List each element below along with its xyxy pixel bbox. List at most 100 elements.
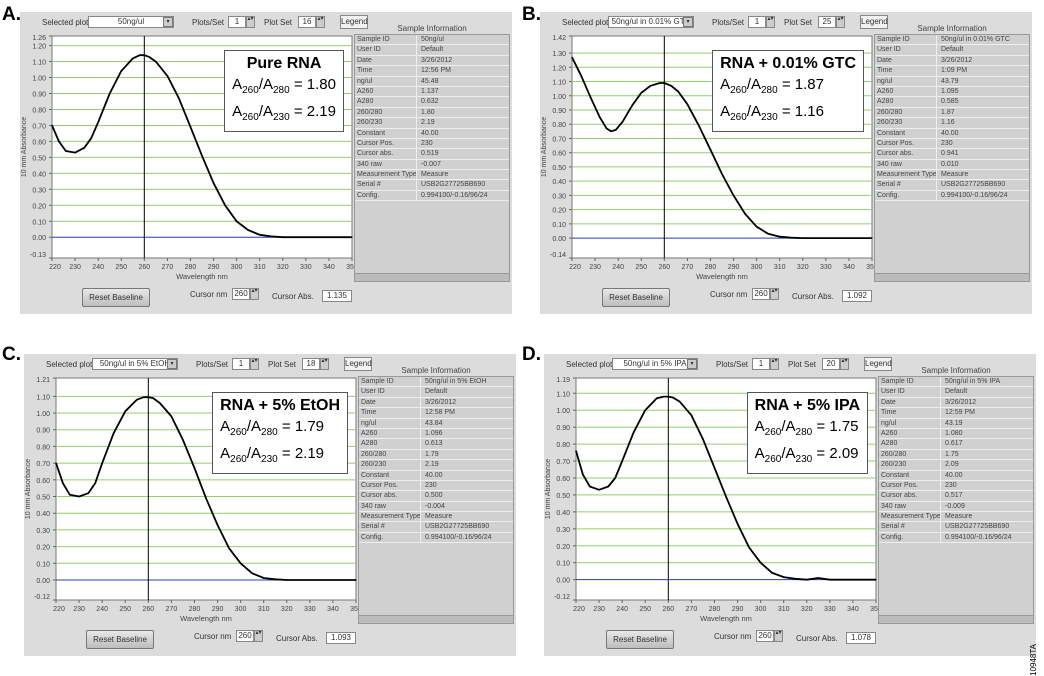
- plot-set-input[interactable]: 16: [298, 16, 316, 28]
- data-point: [55, 462, 57, 464]
- table-field-value: -0.009: [945, 502, 965, 510]
- plot-set-stepper[interactable]: ▴▾: [840, 358, 849, 370]
- y-tick-label: 0.60: [556, 476, 570, 483]
- cursor-nm-input[interactable]: 260: [236, 630, 254, 642]
- ratio-letter: A: [220, 418, 231, 435]
- cursor-nm-stepper[interactable]: ▴▾: [250, 288, 259, 300]
- legend-button[interactable]: Legend: [864, 357, 892, 371]
- y-tick-label: 0.50: [32, 155, 46, 162]
- cursor-abs-value: 1.093: [326, 632, 356, 644]
- plots-per-set-input[interactable]: 1: [748, 16, 766, 28]
- cursor-nm-input[interactable]: 260: [752, 288, 770, 300]
- plot-set-stepper[interactable]: ▴▾: [836, 16, 845, 28]
- table-field-value: 0.994100/-0.16/96/24: [421, 191, 488, 199]
- reset-baseline-button[interactable]: Reset Baseline: [82, 288, 150, 307]
- plots-per-set-input[interactable]: 1: [752, 358, 770, 370]
- cursor-nm-input[interactable]: 260: [232, 288, 250, 300]
- data-point: [97, 121, 99, 123]
- legend-button[interactable]: Legend: [860, 15, 888, 29]
- spectrum-chart[interactable]: 1.21 1.10 1.00 0.90 0.80 0.70 0.60 0.50 0.40 0.30…: [25, 377, 362, 623]
- plot-set-input[interactable]: 25: [818, 16, 836, 28]
- spectrum-panel: Selected plot 50ng/ul ▾ Plots/Set 1 ▴▾ Plot Se…: [20, 12, 512, 314]
- horizontal-scrollbar[interactable]: [355, 273, 509, 281]
- ratio-numerator: 260: [764, 454, 782, 465]
- data-point: [656, 397, 658, 399]
- x-tick-label: 260: [138, 264, 150, 271]
- plots-per-set-stepper[interactable]: ▴▾: [246, 16, 255, 28]
- horizontal-scrollbar[interactable]: [879, 615, 1033, 623]
- plot-set-label: Plot Set: [268, 360, 297, 369]
- chevron-down-icon[interactable]: ▾: [163, 17, 173, 27]
- y-tick-label: 0.20: [552, 208, 566, 215]
- plot-set-input[interactable]: 20: [822, 358, 840, 370]
- selected-plot-dropdown[interactable]: 50ng/ul in 5% IPA: [612, 358, 698, 370]
- reset-baseline-button[interactable]: Reset Baseline: [602, 288, 670, 307]
- table-field-name: User ID: [355, 45, 417, 55]
- reset-baseline-button[interactable]: Reset Baseline: [86, 630, 154, 649]
- chevron-down-icon[interactable]: ▾: [167, 359, 177, 369]
- horizontal-scrollbar[interactable]: [359, 615, 513, 623]
- cursor-nm-label: Cursor nm: [714, 632, 752, 641]
- y-tick-label: -0.12: [554, 594, 570, 601]
- table-field-name: User ID: [875, 45, 937, 55]
- x-tick-label: 330: [820, 264, 832, 271]
- ratio-numerator: 260: [230, 427, 247, 438]
- data-point: [69, 494, 71, 496]
- x-tick-label: 250: [119, 606, 131, 613]
- table-row: Measurement Type Measure: [875, 170, 1029, 181]
- table-field-name: ng/ul: [875, 76, 937, 86]
- cursor-nm-stepper[interactable]: ▴▾: [774, 630, 783, 642]
- reset-baseline-button[interactable]: Reset Baseline: [606, 630, 674, 649]
- x-tick-label: 270: [166, 606, 178, 613]
- plots-per-set-stepper[interactable]: ▴▾: [250, 358, 259, 370]
- table-field-name: Cursor Pos.: [875, 138, 937, 149]
- plots-per-set-stepper[interactable]: ▴▾: [770, 358, 779, 370]
- plot-set-input[interactable]: 18: [302, 358, 320, 370]
- legend-button[interactable]: Legend: [344, 357, 372, 371]
- plots-per-set-input[interactable]: 1: [232, 358, 250, 370]
- plots-per-set-stepper[interactable]: ▴▾: [766, 16, 775, 28]
- table-field-value: 0.994100/-0.16/96/24: [425, 533, 492, 541]
- sample-info-title: Sample Information: [917, 24, 987, 33]
- x-tick-label: 290: [732, 606, 744, 613]
- y-tick-label: 0.90: [36, 428, 50, 435]
- table-field-name: 260/280: [879, 449, 941, 460]
- table-row: Date 3/26/2012: [359, 397, 513, 409]
- data-point: [621, 460, 623, 462]
- x-tick-label: 230: [69, 264, 81, 271]
- selected-plot-dropdown[interactable]: 50ng/ul in 0.01% GTC: [608, 16, 694, 28]
- data-point: [305, 236, 307, 238]
- ratio-row: A260/A230 = 2.09: [754, 445, 859, 465]
- table-field-name: A260: [875, 86, 937, 97]
- chevron-down-icon[interactable]: ▾: [683, 17, 693, 27]
- x-tick-label: 260: [658, 264, 670, 271]
- cursor-nm-stepper[interactable]: ▴▾: [254, 630, 263, 642]
- table-field-value: 40.00: [945, 471, 963, 479]
- table-field-value: Measure: [945, 513, 973, 521]
- plots-per-set-input[interactable]: 1: [228, 16, 246, 28]
- cursor-nm-stepper[interactable]: ▴▾: [770, 288, 779, 300]
- plot-set-stepper[interactable]: ▴▾: [316, 16, 325, 28]
- chevron-down-icon[interactable]: ▾: [687, 359, 697, 369]
- horizontal-scrollbar[interactable]: [875, 273, 1029, 281]
- y-tick-label: 0.40: [556, 510, 570, 517]
- plot-set-stepper[interactable]: ▴▾: [320, 358, 329, 370]
- x-tick-label: 220: [573, 606, 585, 613]
- table-field-name: User ID: [879, 387, 941, 397]
- table-row: Time 12:59 PM: [879, 408, 1033, 419]
- table-field-value: -0.004: [425, 502, 445, 510]
- cursor-nm-input[interactable]: 260: [756, 630, 774, 642]
- table-row: Measurement Type Measure: [879, 512, 1033, 523]
- data-point: [90, 137, 92, 139]
- sample-info-table: Sample ID 50ng/ul in 5% EtOH User ID Defaul…: [358, 376, 514, 624]
- data-point: [328, 236, 330, 238]
- y-tick-label: 0.10: [36, 561, 50, 568]
- legend-button[interactable]: Legend: [340, 15, 368, 29]
- data-point: [355, 579, 357, 581]
- ratio-numerator: 260: [764, 427, 782, 438]
- selected-plot-dropdown[interactable]: 50ng/ul: [88, 16, 174, 28]
- data-point: [582, 473, 584, 476]
- selected-plot-dropdown[interactable]: 50ng/ul in 5% EtOH: [92, 358, 178, 370]
- table-field-value: 43.79: [941, 77, 959, 85]
- table-field-value: 0.617: [945, 440, 963, 448]
